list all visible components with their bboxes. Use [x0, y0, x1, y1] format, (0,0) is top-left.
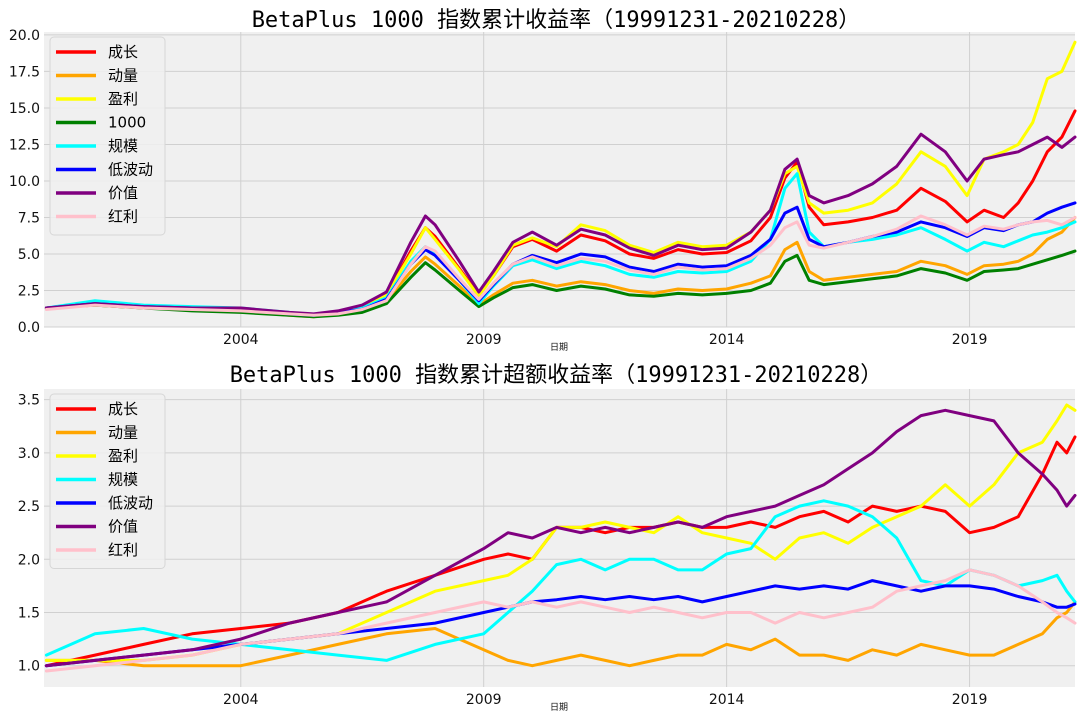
legend-label: 成长 [108, 43, 138, 61]
legend-label: 规模 [108, 471, 138, 489]
legend-label: 低波动 [108, 161, 153, 179]
legend-label: 规模 [108, 137, 138, 155]
x-tick-label: 2009 [466, 332, 502, 348]
y-tick-label: 3.5 [18, 393, 40, 409]
series-line-3 [44, 249, 1077, 319]
series-line-6 [44, 132, 1077, 316]
x-tick-label: 2014 [709, 692, 745, 708]
x-tick-label: 2004 [223, 692, 259, 708]
series-line-5 [44, 408, 1077, 668]
legend-label: 成长 [108, 400, 138, 418]
y-tick-label: 3.0 [18, 446, 40, 462]
x-tick-label: 2009 [466, 692, 502, 708]
chart1-x-ticks: 2004 2009 2014 2019 [223, 332, 987, 348]
chart2-plot-area [44, 389, 1075, 687]
legend-label: 红利 [108, 541, 138, 559]
legend-label: 红利 [108, 208, 138, 226]
chart-excess-returns: BetaPlus 1000 指数累计超额收益率（19991231-2021022… [18, 363, 1077, 713]
y-tick-label: 2.5 [18, 283, 40, 299]
y-tick-label: 2.0 [18, 552, 40, 568]
y-tick-label: 2.5 [18, 499, 40, 515]
y-tick-label: 7.5 [18, 210, 40, 226]
chart2-title: BetaPlus 1000 指数累计超额收益率（19991231-2021022… [230, 363, 883, 388]
x-tick-label: 2019 [952, 332, 988, 348]
chart1-x-axis-label: 日期 [550, 342, 568, 353]
y-tick-label: 0.0 [18, 320, 40, 336]
chart1-series [44, 40, 1077, 319]
series-line-6 [44, 568, 1077, 673]
chart1-plot-area [44, 32, 1075, 327]
legend-label: 动量 [108, 424, 138, 442]
chart2-y-ticks: 1.0 1.5 2.0 2.5 3.0 3.5 [18, 393, 40, 675]
y-tick-label: 10.0 [9, 174, 40, 190]
chart1-y-ticks: 0.0 2.5 5.0 7.5 10.0 12.5 15.0 17.5 20.0 [9, 28, 40, 336]
x-tick-label: 2014 [709, 332, 745, 348]
y-tick-label: 1.0 [18, 659, 40, 675]
legend-label: 价值 [108, 518, 138, 536]
chart1-title: BetaPlus 1000 指数累计收益率（19991231-20210228） [252, 8, 861, 33]
y-tick-label: 5.0 [18, 247, 40, 263]
y-tick-label: 1.5 [18, 606, 40, 622]
legend-label: 1000 [108, 114, 146, 132]
legend-label: 盈利 [108, 447, 138, 465]
series-line-1 [44, 600, 1077, 668]
chart-cumulative-returns: BetaPlus 1000 指数累计收益率（19991231-20210228）… [9, 8, 1077, 353]
legend-box [49, 36, 166, 236]
y-tick-label: 12.5 [9, 137, 40, 153]
legend-label: 价值 [108, 184, 138, 202]
legend-label: 盈利 [108, 90, 138, 108]
y-tick-label: 17.5 [9, 64, 40, 80]
x-tick-label: 2019 [952, 692, 988, 708]
x-tick-label: 2004 [223, 332, 259, 348]
y-tick-label: 15.0 [9, 101, 40, 117]
series-line-7 [44, 214, 1077, 317]
chart2-x-axis-label: 日期 [550, 702, 568, 713]
y-tick-label: 20.0 [9, 28, 40, 44]
legend-label: 动量 [108, 67, 138, 85]
legend-label: 低波动 [108, 494, 153, 512]
chart2-x-ticks: 2004 2009 2014 2019 [223, 692, 987, 708]
chart2-series [44, 403, 1077, 673]
